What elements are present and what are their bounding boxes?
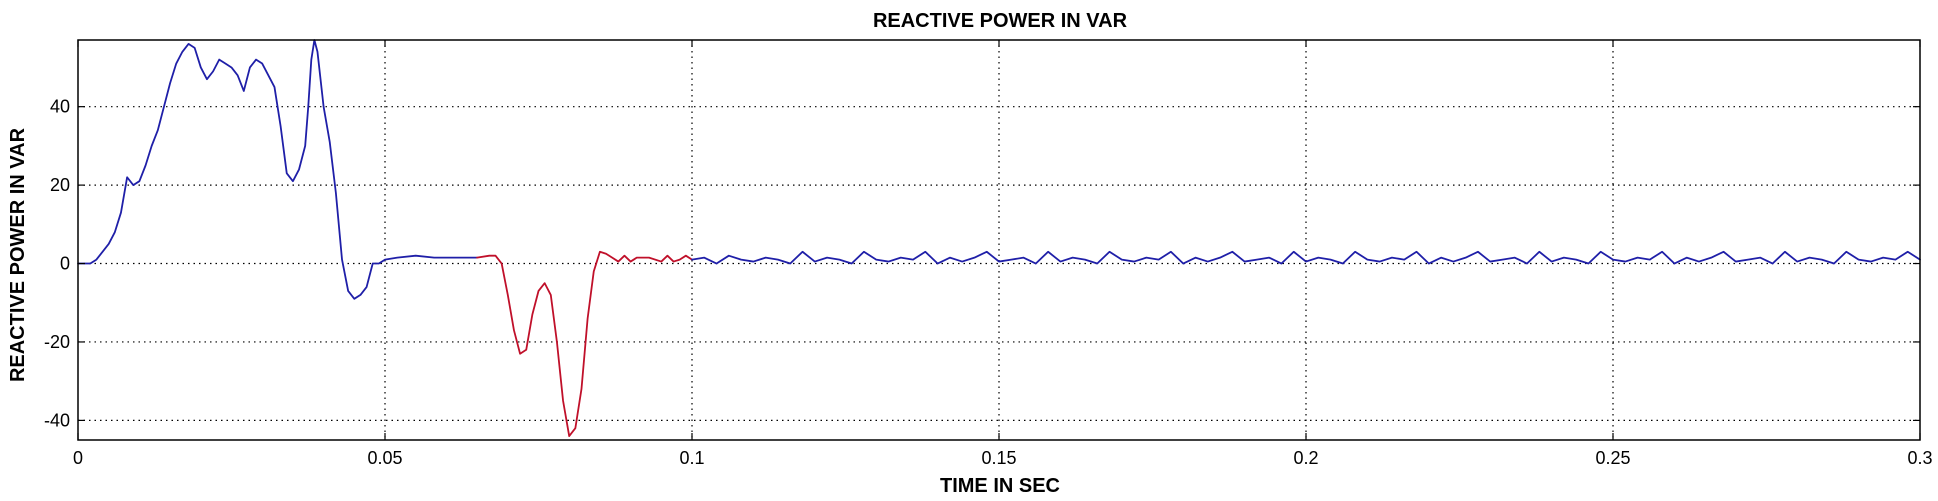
y-tick-label: -40 bbox=[44, 410, 70, 430]
x-tick-label: 0.2 bbox=[1293, 448, 1318, 468]
y-tick-label: 40 bbox=[50, 97, 70, 117]
x-tick-label: 0.05 bbox=[367, 448, 402, 468]
x-tick-label: 0.1 bbox=[679, 448, 704, 468]
series-line-1 bbox=[77, 39, 479, 300]
series-line-2 bbox=[476, 250, 693, 437]
plot-area: 0 0.05 0.1 0.15 0.2 0.25 0.3 -40 -20 0 20 40 bbox=[44, 39, 1933, 468]
chart-title: REACTIVE POWER IN VAR bbox=[873, 10, 1128, 32]
x-axis-label: TIME IN SEC bbox=[940, 475, 1060, 497]
y-axis-label: REACTIVE POWER IN VAR bbox=[7, 127, 29, 382]
y-tick-label: 20 bbox=[50, 175, 70, 195]
series-line-3 bbox=[691, 250, 1921, 265]
x-tick-label: 0.3 bbox=[1907, 448, 1932, 468]
y-tick-label: 0 bbox=[60, 254, 70, 274]
x-tick-label: 0.25 bbox=[1595, 448, 1630, 468]
x-tick-label: 0 bbox=[73, 448, 83, 468]
y-tick-label: -20 bbox=[44, 332, 70, 352]
x-tick-label: 0.15 bbox=[981, 448, 1016, 468]
